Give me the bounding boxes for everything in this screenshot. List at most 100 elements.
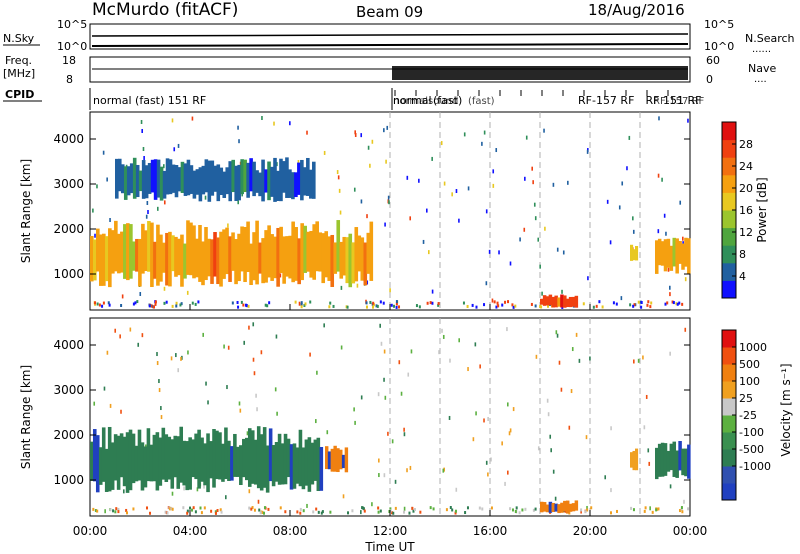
noise-panel: N.Sky 10^5 10^0 10^5 10^0 N.Search .....… [3, 18, 795, 55]
echo-cell [218, 432, 222, 480]
echo-cell [231, 232, 235, 271]
noise-speck [140, 119, 143, 124]
noise-speck [183, 486, 185, 491]
ground-speck [534, 304, 537, 308]
ground-speck [629, 303, 632, 307]
echo-cell [141, 223, 145, 274]
noise-speck [143, 155, 145, 160]
noise-speck [323, 323, 325, 328]
colorbar-tick-label: 12 [739, 226, 753, 239]
ground-speck [394, 506, 397, 510]
echo-cell [267, 161, 271, 201]
ground-speck [657, 507, 660, 511]
noise-speck [196, 487, 199, 492]
ground-speck [664, 302, 667, 306]
noise-speck [547, 412, 550, 417]
echo-cell [297, 162, 301, 195]
echo-cell [298, 429, 303, 487]
ground-speck [261, 510, 264, 514]
echo-cell [291, 172, 295, 200]
noise-speck [669, 285, 671, 290]
echo-cell [189, 222, 193, 276]
noise-speck [367, 145, 370, 150]
echo-cell [632, 450, 636, 471]
noise-speck [535, 354, 538, 359]
ground-speck [437, 302, 440, 306]
echo-cell [162, 242, 166, 273]
noise-speck [541, 291, 543, 296]
echo-cell [141, 160, 146, 199]
noise-speck [106, 350, 109, 355]
ground-speck [681, 510, 684, 514]
echo-cell [574, 500, 579, 511]
echo-cell [236, 446, 240, 477]
noise-speck [406, 175, 409, 180]
noise-speck [467, 186, 470, 191]
echo-cell [297, 238, 301, 285]
ground-speck [676, 302, 679, 306]
x-tick-label: 16:00 [473, 524, 508, 538]
ground-speck [511, 303, 514, 307]
noise-speck [275, 334, 278, 339]
noise-speck [657, 173, 660, 178]
ground-speck [108, 303, 111, 307]
noise-speck [273, 121, 275, 126]
ground-speck [284, 510, 287, 514]
noise-speck [403, 506, 406, 511]
noise-speck [163, 164, 165, 169]
ground-speck [170, 507, 173, 511]
echo-cell [168, 231, 172, 287]
noise-speck [385, 159, 387, 164]
ground-speck [251, 506, 254, 510]
cpid-panel: CPID normal (fast) 151 RF normal (fast) RF-… [3, 88, 705, 110]
echo-cell [630, 452, 634, 468]
ground-speck [389, 507, 392, 511]
colorbar-swatch [722, 157, 736, 176]
noise-speck [507, 470, 509, 475]
ground-speck [462, 301, 465, 305]
ground-speck [231, 301, 234, 305]
y-tick-label: 4000 [53, 132, 84, 146]
echo-cell [219, 167, 224, 196]
echo-cell [234, 165, 238, 201]
echo-cell [280, 443, 285, 485]
ground-speck [481, 507, 484, 511]
echo-cell [171, 164, 176, 193]
noise-speck [383, 349, 386, 354]
echo-cell [138, 238, 142, 287]
ground-speck [598, 300, 601, 304]
echo-cell [291, 221, 295, 283]
cpid-segment-label: normal [393, 96, 428, 107]
echo-cell [135, 238, 139, 272]
ground-speck [393, 304, 396, 308]
freq-left-tick-bottom: 8 [66, 73, 73, 86]
echo-cell [204, 227, 208, 281]
noise-speck [339, 210, 342, 215]
noise-speck [552, 469, 555, 474]
noise-speck [523, 227, 526, 232]
ground-speck [580, 508, 583, 512]
colorbar-tick-label: -100 [739, 426, 764, 439]
ground-speck [398, 305, 401, 309]
noise-speck [669, 292, 671, 297]
ground-speck [582, 302, 585, 306]
noise-speck [336, 170, 339, 175]
echo-cell [265, 445, 270, 493]
echo-cell [672, 237, 677, 267]
noise-speck [604, 475, 607, 480]
noise-speck [509, 261, 512, 266]
ground-speck [107, 301, 110, 305]
ground-speck [501, 303, 504, 307]
ground-speck [431, 301, 434, 305]
ground-speck [504, 300, 507, 304]
echo-cell [288, 169, 292, 198]
ground-speck [259, 511, 262, 515]
ground-speck [471, 303, 474, 307]
echo-cell [687, 238, 691, 274]
noise-speck [587, 276, 589, 281]
ground-speck [646, 303, 649, 307]
echo-cell [663, 443, 668, 476]
noise-speck [120, 409, 122, 414]
x-tick-label: 12:00 [373, 524, 408, 538]
echo-cell [123, 166, 128, 200]
